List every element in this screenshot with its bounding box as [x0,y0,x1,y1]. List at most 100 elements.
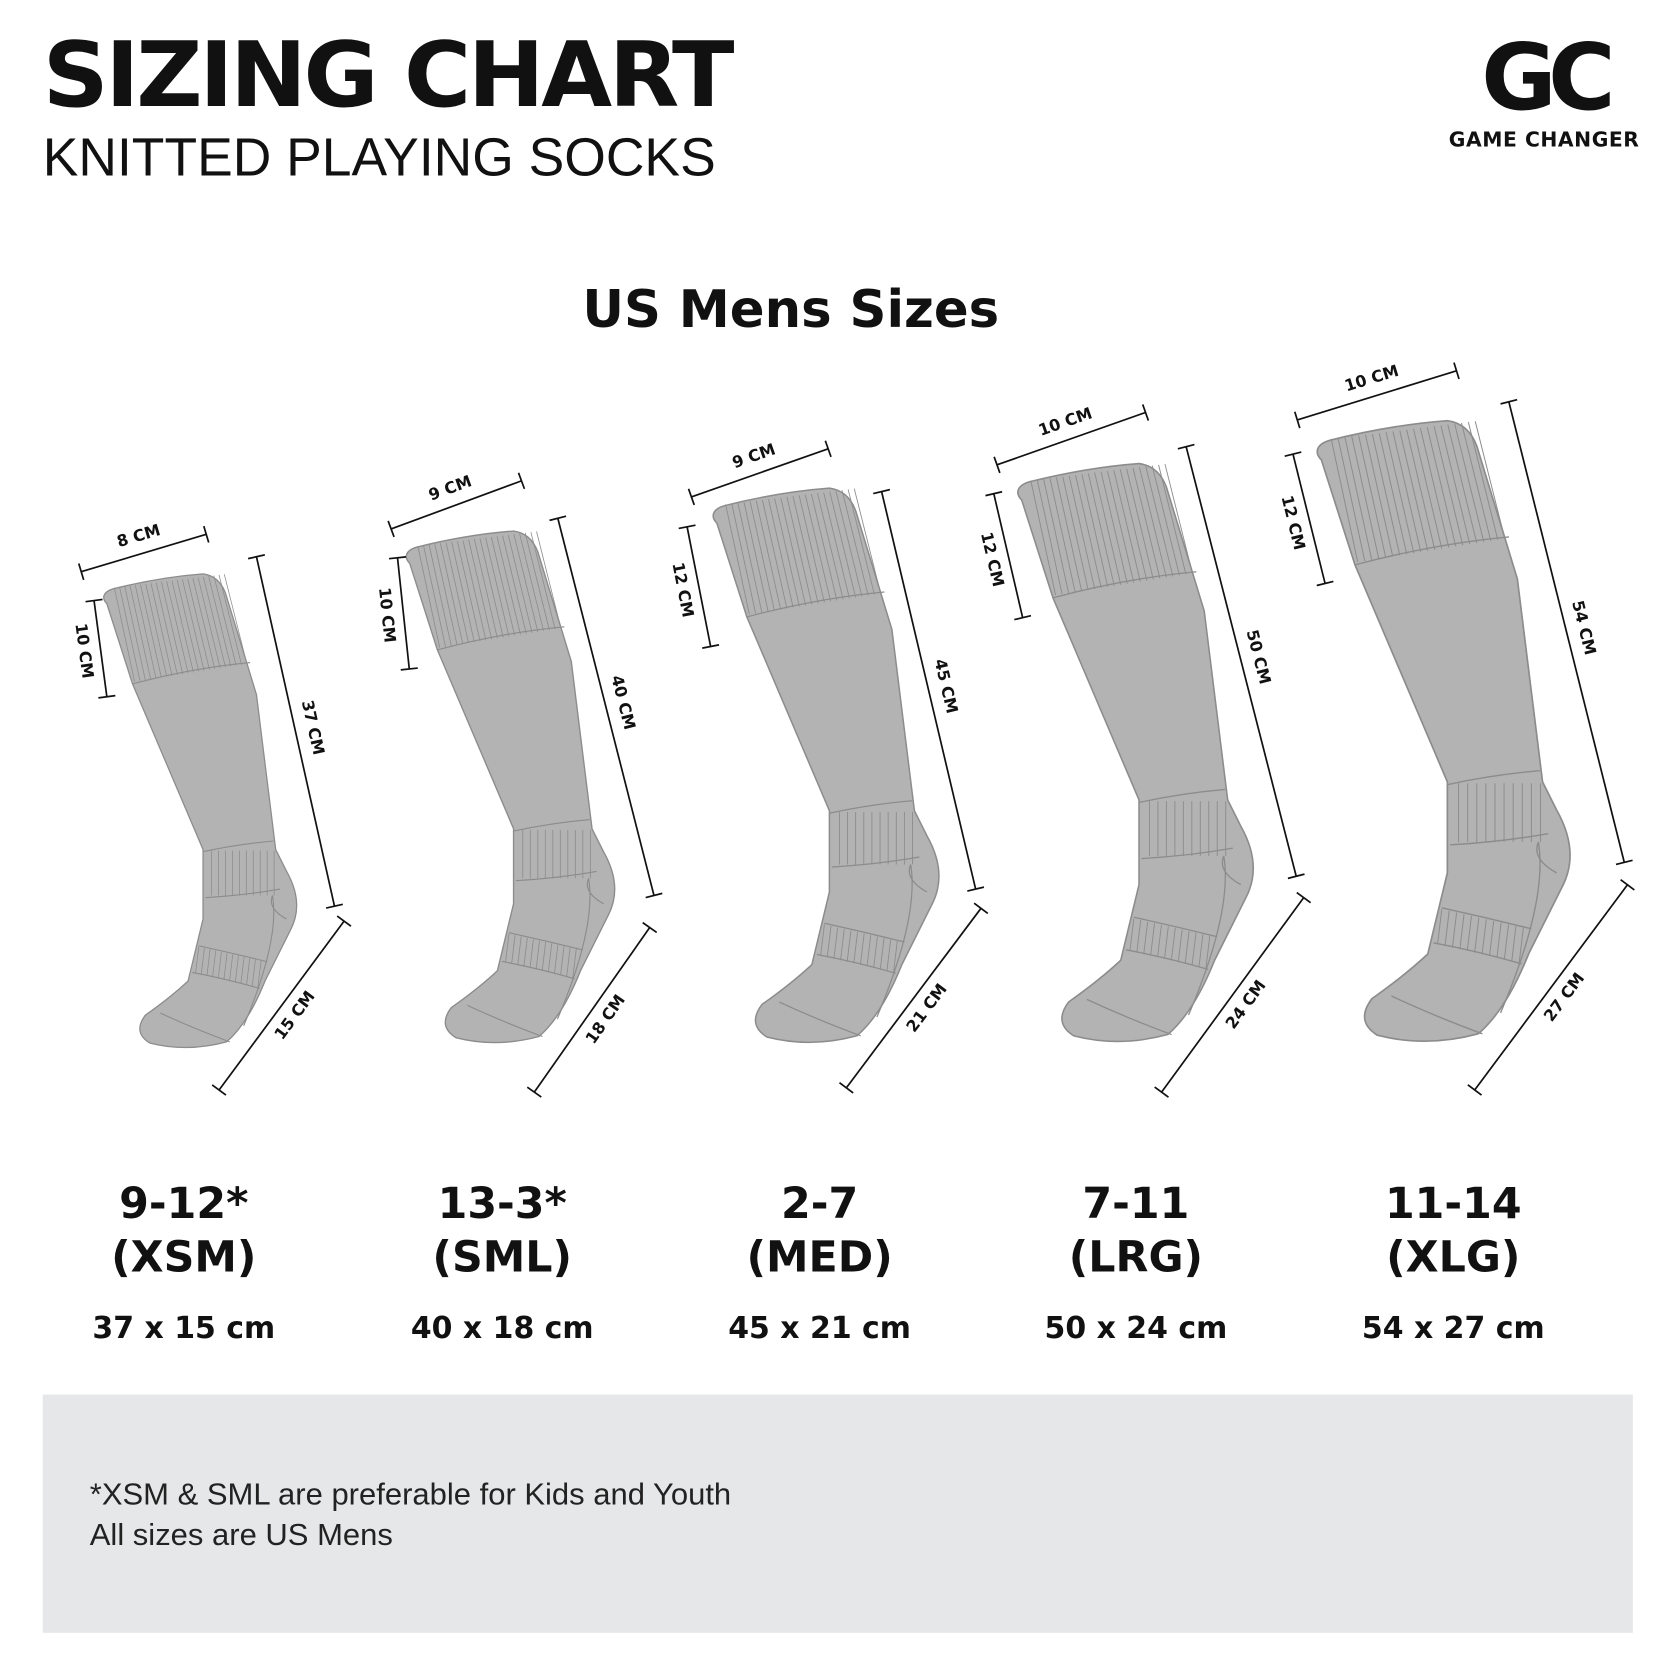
rib-line [866,934,872,967]
rib-line [1337,437,1366,562]
sock-illustration [1316,419,1571,1043]
rib-line [786,496,813,605]
dimension-tick [1453,362,1460,380]
rib-line [140,584,162,678]
rib-line [182,579,205,671]
dimension-line-cuff [1292,453,1326,584]
rib-line [1145,466,1174,577]
size-code: (LRG) [1068,1233,1204,1283]
rib-line [511,935,516,965]
dimension-label-length: 45 CM [931,657,962,715]
dimension-label-length: 54 CM [1568,598,1600,657]
dimension-label-cuff: 10 CM [375,586,400,643]
rib-line [731,503,757,614]
rib-line [519,533,544,632]
rib-line [1136,920,1142,953]
size-label: 11-14 (XLG) 54 x 27 cm [1314,1178,1592,1346]
dimension-line-foot [1160,897,1305,1093]
ankle-band-line [829,800,920,868]
rib-line [529,939,534,969]
size-range: 7-11 [1082,1179,1190,1229]
dimension-tick [517,472,526,490]
dimension-tick [1620,879,1635,891]
dimension-tick [549,515,567,522]
foot-band-line [192,945,268,989]
rib-line [1151,465,1180,576]
dimension-tick [77,563,85,581]
rib-line [1030,480,1057,596]
size-code: (MED) [746,1233,893,1283]
dimension-tick [526,1086,542,1098]
ankle-band-line [1447,769,1549,846]
dimension-line-cuff [992,493,1024,618]
dimension-tick [645,892,663,899]
rib-line [1157,924,1162,958]
rib-line [176,579,200,672]
rib-line [846,930,852,962]
rib-line [886,939,892,971]
rib-line [572,948,577,978]
rib-line [202,576,226,668]
rib-line [1378,432,1408,555]
rib-line [417,545,441,648]
rib-line [187,578,210,670]
rib-line [1444,910,1450,946]
rib-line [774,498,800,607]
rib-line [490,536,516,636]
rib-line [223,574,248,664]
rib-line [150,583,173,676]
rib-line [1081,474,1109,587]
rib-line [1437,909,1443,945]
rib-line [513,534,539,632]
dimension-tick [1177,443,1195,450]
rib-line [1364,434,1394,557]
rib-line [820,924,825,956]
rib-line [853,488,882,594]
dimension-line-length [880,491,977,890]
dimension-tick [838,1082,854,1094]
rib-line [195,946,200,974]
rib-line [440,543,464,644]
heel-seam-line [467,878,604,1038]
rib-line [1129,918,1135,952]
rib-line [541,942,547,971]
rib-line [840,928,845,961]
sock-shape [405,530,616,1044]
socks-diagram: 8 CM 10 CM 37 CM 15 CM 9 CM 10 CM 40 CM 18 CM 9 … [71,361,1635,1098]
rib-line [1371,433,1401,556]
logo-text: GAME CHANGER [1448,128,1640,152]
sock-illustration [712,487,940,1044]
dimension-tick [1296,891,1312,904]
size-label: 9-12* (XSM) 37 x 15 cm [45,1178,323,1346]
dimension-line-width [691,448,829,498]
rib-line [1177,929,1183,963]
rib-line [251,959,256,987]
dimension-tick [1154,1086,1169,1098]
rib-line [1511,925,1517,962]
dimension-line-width [80,533,207,573]
dimension-line-foot [845,907,982,1089]
rib-line [1503,924,1510,960]
rib-line [817,493,844,600]
rib-line [523,937,528,967]
rib-line [1451,912,1458,948]
rib-line [434,543,458,645]
heel-seam-line [160,895,287,1043]
rib-line [1413,428,1443,549]
dimension-tick [973,902,989,915]
rib-line [212,950,217,978]
rib-line [1062,476,1089,591]
rib-line [1132,467,1161,579]
size-range: 11-14 [1384,1179,1522,1229]
size-label: 2-7 (MED) 45 x 21 cm [681,1178,959,1346]
rib-line [780,497,807,606]
rib-line [1406,429,1436,550]
rib-line [1419,427,1450,548]
cuff-band-line [1354,536,1510,566]
dimension-line-cuff [396,557,411,670]
ankle-band-line [513,818,597,882]
cuff-band-line [1052,571,1197,599]
dimension-tick [400,667,418,671]
dimension-tick [985,490,1003,497]
rib-line [246,958,251,986]
